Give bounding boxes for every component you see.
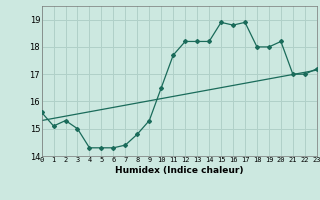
X-axis label: Humidex (Indice chaleur): Humidex (Indice chaleur) xyxy=(115,166,244,175)
